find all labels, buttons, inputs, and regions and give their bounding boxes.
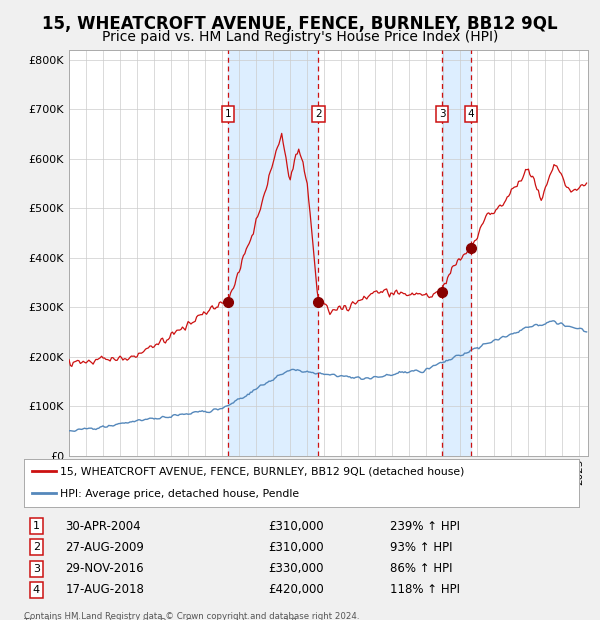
Text: £310,000: £310,000 xyxy=(268,541,324,554)
Bar xyxy=(442,50,471,456)
Text: 29-NOV-2016: 29-NOV-2016 xyxy=(65,562,144,575)
Text: 2: 2 xyxy=(32,542,40,552)
Text: 1: 1 xyxy=(224,109,231,119)
Text: 2: 2 xyxy=(315,109,322,119)
Text: 239% ↑ HPI: 239% ↑ HPI xyxy=(391,520,460,533)
Text: 15, WHEATCROFT AVENUE, FENCE, BURNLEY, BB12 9QL (detached house): 15, WHEATCROFT AVENUE, FENCE, BURNLEY, B… xyxy=(60,467,464,477)
Text: 17-AUG-2018: 17-AUG-2018 xyxy=(65,583,145,596)
Text: HPI: Average price, detached house, Pendle: HPI: Average price, detached house, Pend… xyxy=(60,489,299,498)
Text: Contains HM Land Registry data © Crown copyright and database right 2024.: Contains HM Land Registry data © Crown c… xyxy=(24,612,359,620)
Text: £330,000: £330,000 xyxy=(268,562,324,575)
Text: 3: 3 xyxy=(439,109,445,119)
Text: Price paid vs. HM Land Registry's House Price Index (HPI): Price paid vs. HM Land Registry's House … xyxy=(102,30,498,45)
Text: 93% ↑ HPI: 93% ↑ HPI xyxy=(391,541,453,554)
Text: 86% ↑ HPI: 86% ↑ HPI xyxy=(391,562,453,575)
Text: 4: 4 xyxy=(468,109,475,119)
Text: 15, WHEATCROFT AVENUE, FENCE, BURNLEY, BB12 9QL: 15, WHEATCROFT AVENUE, FENCE, BURNLEY, B… xyxy=(42,16,558,33)
Text: £310,000: £310,000 xyxy=(268,520,324,533)
Text: 1: 1 xyxy=(33,521,40,531)
Text: 3: 3 xyxy=(33,564,40,574)
Text: 118% ↑ HPI: 118% ↑ HPI xyxy=(391,583,460,596)
Text: 4: 4 xyxy=(32,585,40,595)
Text: 30-APR-2004: 30-APR-2004 xyxy=(65,520,141,533)
Text: £420,000: £420,000 xyxy=(268,583,324,596)
Text: 27-AUG-2009: 27-AUG-2009 xyxy=(65,541,145,554)
Bar xyxy=(228,50,318,456)
Text: This data is licensed under the Open Government Licence v3.0.: This data is licensed under the Open Gov… xyxy=(24,618,299,620)
